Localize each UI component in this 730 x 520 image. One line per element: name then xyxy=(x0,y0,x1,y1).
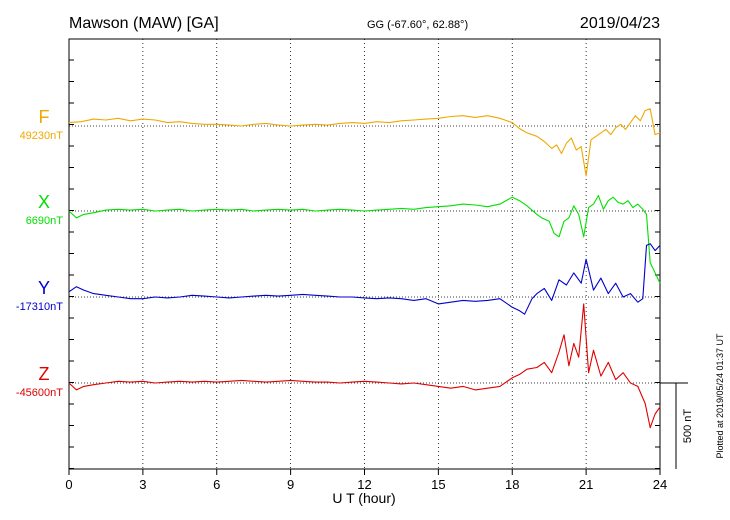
x-tick-label-24: 24 xyxy=(653,477,667,492)
x-tick-labels: 0 3 6 9 12 15 18 21 24 xyxy=(65,469,667,492)
series-name-X: X xyxy=(38,192,50,212)
baseline-lines xyxy=(69,125,660,384)
series-lines xyxy=(68,108,661,429)
y-tick-marks xyxy=(69,59,660,469)
series-name-Z: Z xyxy=(39,364,50,384)
series-name-Y: Y xyxy=(38,278,50,298)
series-baseline-X: 6690nT xyxy=(26,215,64,227)
series-line-Z xyxy=(68,303,661,429)
x-tick-label-21: 21 xyxy=(579,477,593,492)
x-axis-label: U T (hour) xyxy=(332,490,395,506)
grid-lines xyxy=(142,39,587,469)
series-labels: F 49230nT X 6690nT Y -17310nT Z -45600nT xyxy=(16,107,63,399)
series-name-F: F xyxy=(39,107,50,127)
x-tick-label-12: 12 xyxy=(357,477,371,492)
x-tick-label-3: 3 xyxy=(139,477,146,492)
series-baseline-F: 49230nT xyxy=(20,130,64,142)
geographic-coords: GG (-67.60°, 62.88°) xyxy=(367,19,468,31)
date-label: 2019/04/23 xyxy=(580,15,660,32)
x-tick-label-18: 18 xyxy=(505,477,519,492)
x-tick-label-9: 9 xyxy=(287,477,294,492)
x-tick-label-6: 6 xyxy=(213,477,220,492)
series-baseline-Y: -17310nT xyxy=(16,301,63,313)
scale-bar-label: 500 nT xyxy=(682,409,694,444)
x-tick-label-15: 15 xyxy=(431,477,445,492)
x-tick-label-0: 0 xyxy=(65,477,72,492)
series-line-Y xyxy=(68,243,661,315)
series-baseline-Z: -45600nT xyxy=(16,387,63,399)
series-line-F xyxy=(68,108,661,177)
station-title: Mawson (MAW) [GA] xyxy=(69,15,219,32)
plotted-timestamp: Plotted at 2019/05/24 01:37 UT xyxy=(715,333,725,459)
series-line-X xyxy=(68,194,661,284)
scale-bar: 500 nT xyxy=(660,382,694,469)
